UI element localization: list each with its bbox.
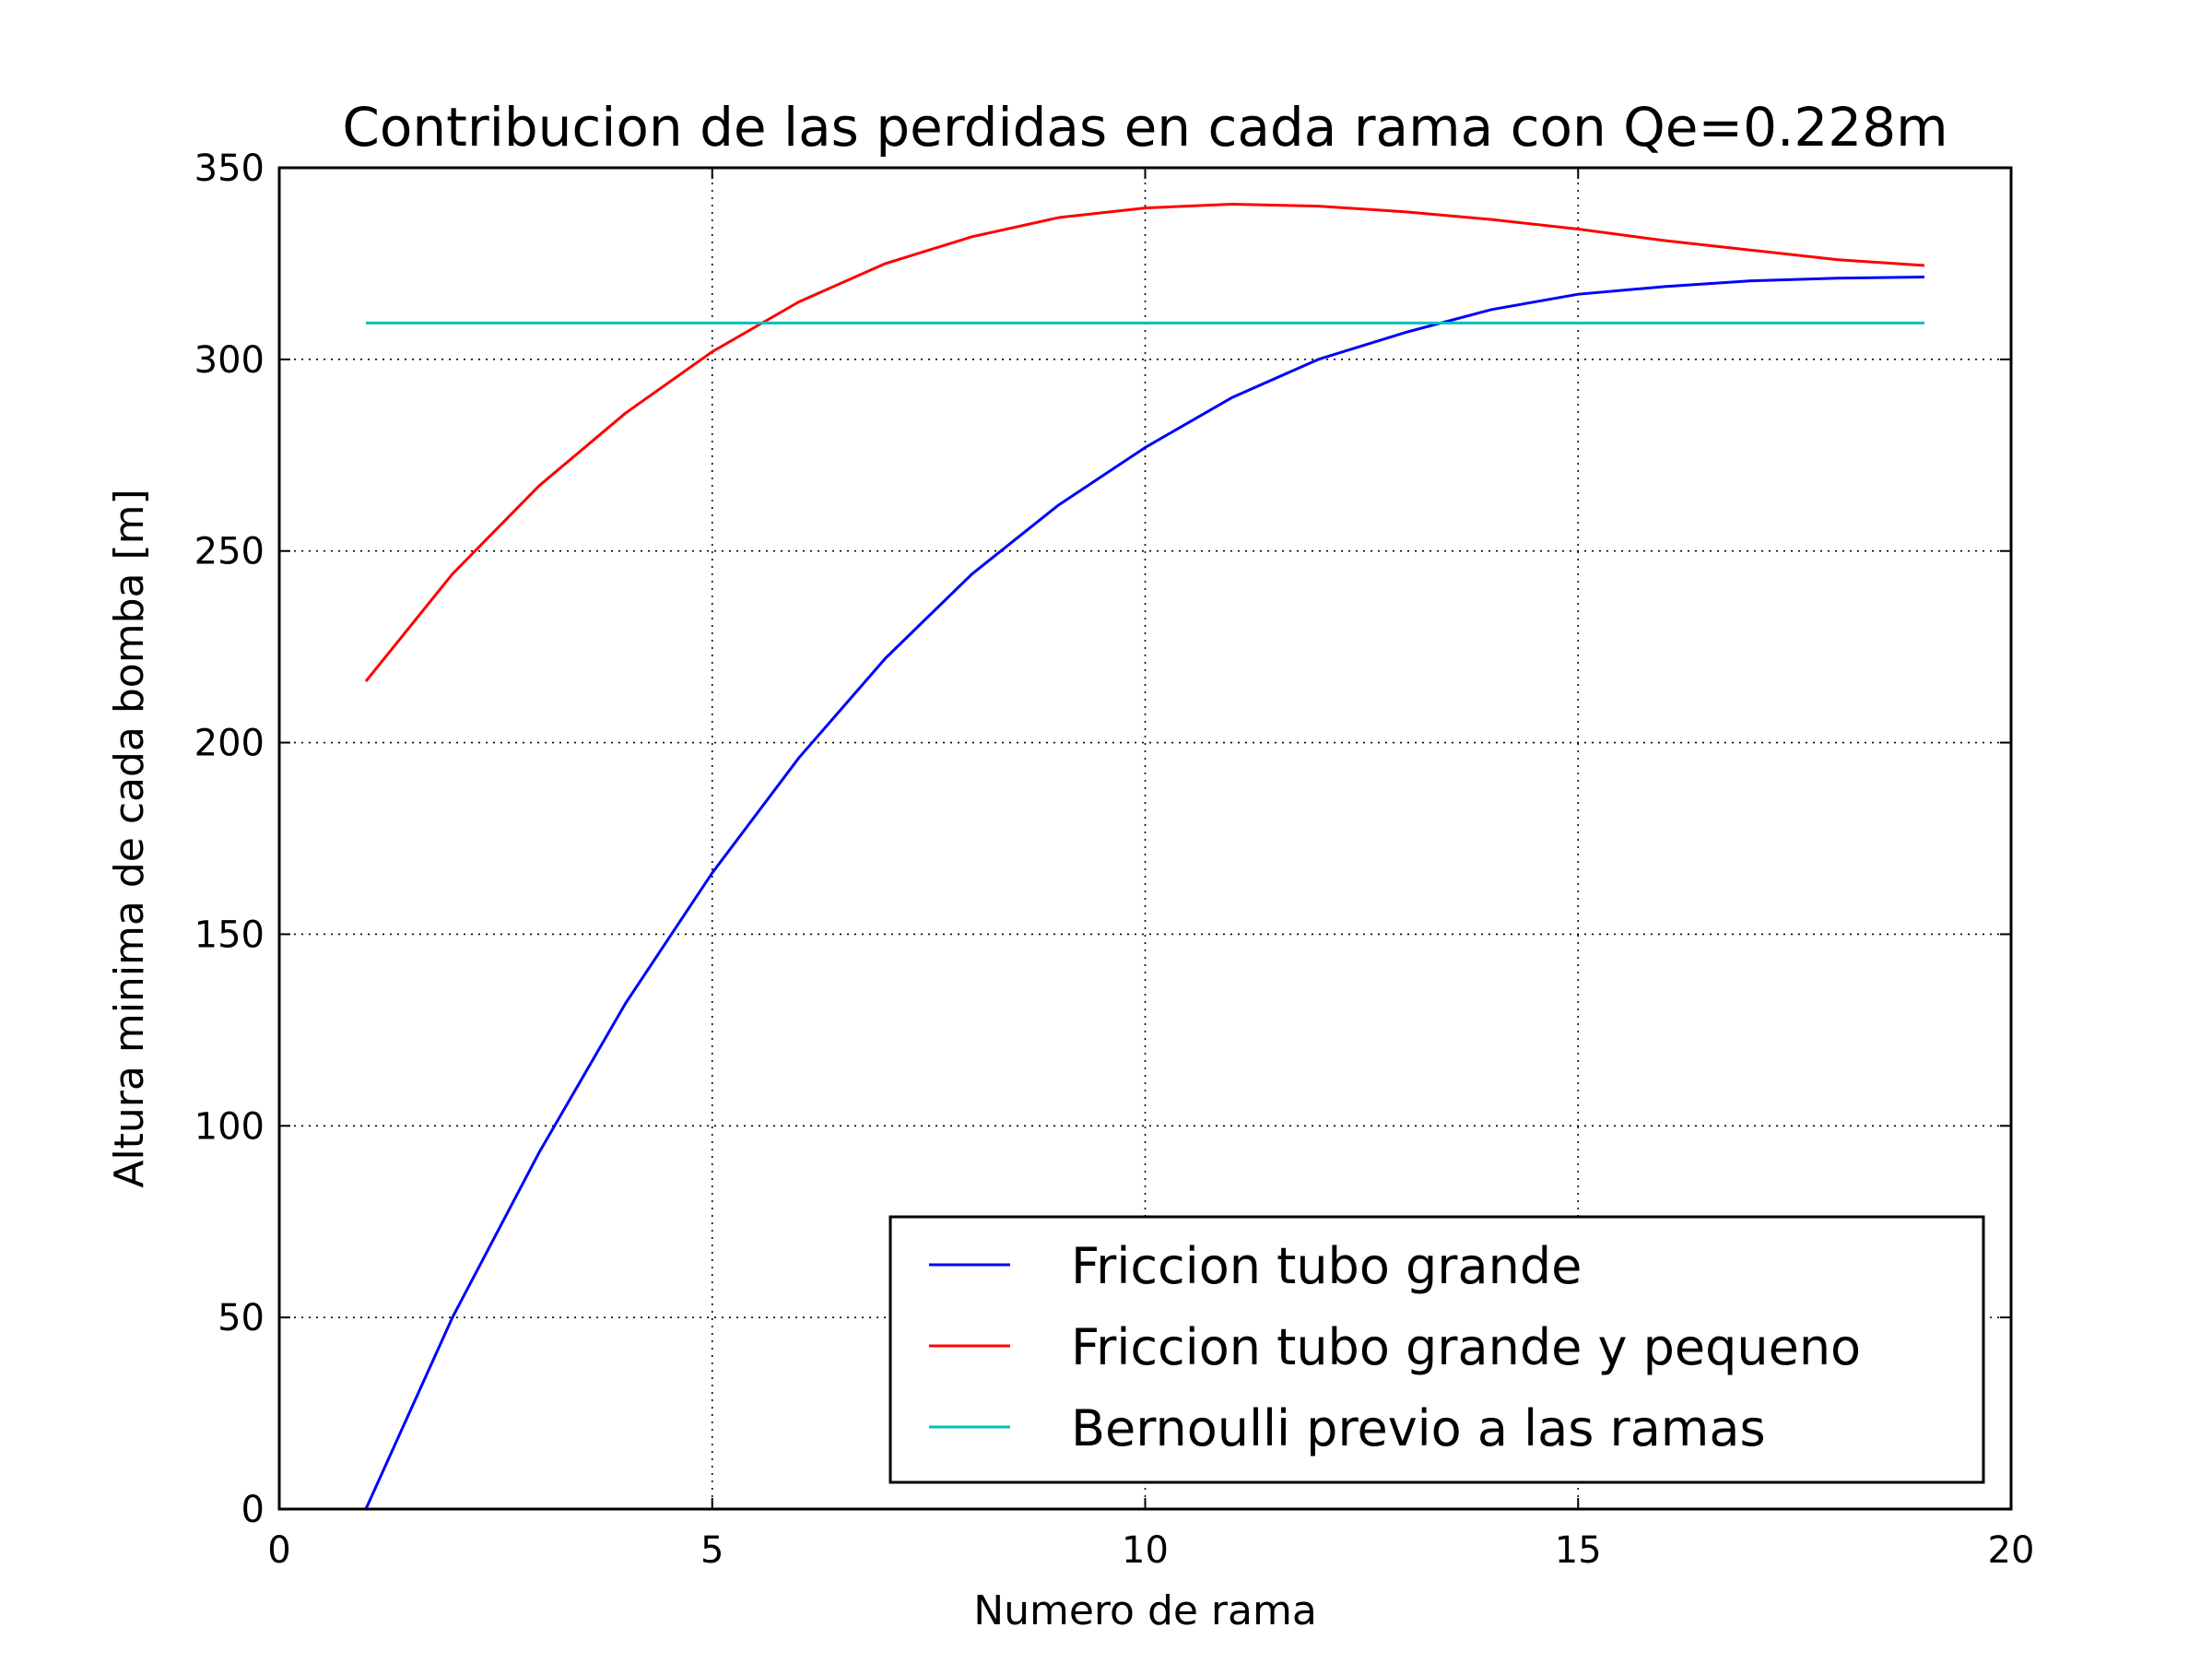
y-tick-label: 50: [218, 1297, 265, 1339]
x-tick-label: 10: [1122, 1529, 1169, 1572]
y-tick-label: 350: [194, 147, 265, 190]
chart-title: Contribucion de las perdidas en cada ram…: [342, 96, 1947, 159]
series-line-1: [364, 275, 1925, 1510]
x-tick-label: 0: [267, 1529, 290, 1572]
legend-label: Friccion tubo grande y pequeno: [1071, 1318, 1861, 1376]
series-line-2: [364, 202, 1925, 682]
legend: Friccion tubo grande Friccion tubo grande…: [888, 1215, 1985, 1484]
y-axis-label: Altura minima de cada bomba [m]: [106, 489, 153, 1187]
y-tick-label: 300: [194, 339, 265, 382]
x-tick-label: 15: [1555, 1529, 1602, 1572]
y-tick-label: 200: [194, 723, 265, 765]
y-tick-label: 250: [194, 531, 265, 573]
x-axis-label: Numero de rama: [973, 1587, 1317, 1634]
legend-label: Friccion tubo grande: [1071, 1237, 1582, 1295]
series-lines: [364, 202, 1925, 1510]
y-tick-label: 150: [194, 914, 265, 956]
legend-box: [888, 1215, 1985, 1484]
y-tick-label: 0: [241, 1489, 265, 1531]
x-tick-label: 20: [1988, 1529, 2035, 1572]
x-tick-label: 5: [700, 1529, 724, 1572]
legend-label: Bernoulli previo a las ramas: [1071, 1399, 1766, 1457]
y-tick-label: 100: [194, 1105, 265, 1148]
